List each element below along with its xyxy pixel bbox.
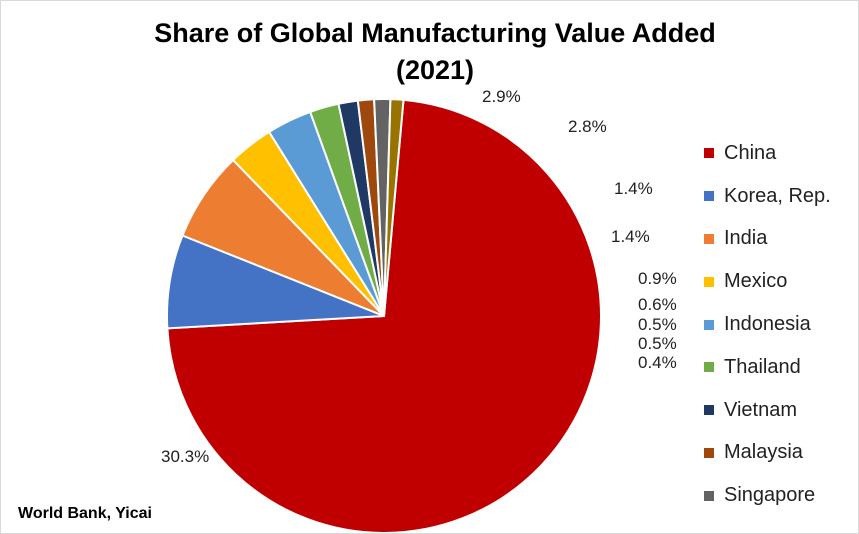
chart-source: World Bank, Yicai — [18, 505, 152, 522]
pie-slice-china — [166, 98, 602, 533]
data-label-mexico: 1.4% — [614, 179, 653, 198]
pie-slice-other — [383, 98, 405, 317]
legend-item-korea-rep: Korea, Rep. — [704, 175, 831, 218]
legend-label: Thailand — [724, 355, 801, 378]
legend-swatch — [704, 148, 714, 159]
legend-swatch — [704, 405, 714, 416]
legend-item-india: India — [704, 218, 831, 261]
legend-swatch — [704, 319, 714, 330]
legend-swatch — [704, 362, 714, 373]
data-label-thailand: 0.9% — [638, 269, 677, 288]
legend-item-thailand: Thailand — [704, 346, 831, 389]
legend-label: Mexico — [724, 270, 788, 293]
chart-title-line-2: (2021) — [395, 55, 475, 85]
data-label-indonesia: 1.4% — [611, 227, 650, 246]
pie-slices — [165, 98, 602, 533]
pie-data-labels: 30.3%2.9%2.8%1.4%1.4%0.9%0.6%0.5%0.5%0.4… — [161, 87, 677, 466]
legend-swatch — [704, 276, 714, 287]
data-label-india: 2.8% — [568, 117, 607, 136]
data-label-malaysia: 0.5% — [638, 315, 677, 334]
legend-swatch — [704, 191, 714, 202]
legend-label: Korea, Rep. — [724, 184, 831, 207]
legend-label: India — [724, 227, 768, 250]
legend-item-china: China — [704, 132, 831, 175]
data-label-singapore: 0.5% — [638, 334, 677, 353]
legend-label: Singapore — [724, 484, 816, 507]
data-label-other: 0.4% — [638, 353, 677, 372]
legend-swatch — [704, 233, 714, 244]
legend-item-indonesia: Indonesia — [704, 303, 831, 346]
data-label-korea-rep: 2.9% — [482, 87, 521, 106]
data-label-china: 30.3% — [161, 447, 209, 466]
legend-label: Vietnam — [724, 398, 798, 421]
chart-legend: China Korea, Rep. India Mexico Indonesia Thai… — [704, 132, 831, 517]
legend-label: Malaysia — [724, 441, 803, 464]
data-label-vietnam: 0.6% — [638, 295, 677, 314]
legend-item-vietnam: Vietnam — [704, 389, 831, 432]
legend-item-mexico: Mexico — [704, 260, 831, 303]
chart-title: Share of Global Manufacturing Value Adde… — [1, 15, 859, 89]
chart-title-line-1: Share of Global Manufacturing Value Adde… — [154, 18, 716, 48]
legend-swatch — [704, 490, 714, 501]
legend-item-malaysia: Malaysia — [704, 432, 831, 475]
legend-label: China — [724, 141, 777, 164]
legend-item-singapore: Singapore — [704, 474, 831, 517]
legend-swatch — [704, 447, 714, 458]
legend-label: Indonesia — [724, 313, 811, 336]
